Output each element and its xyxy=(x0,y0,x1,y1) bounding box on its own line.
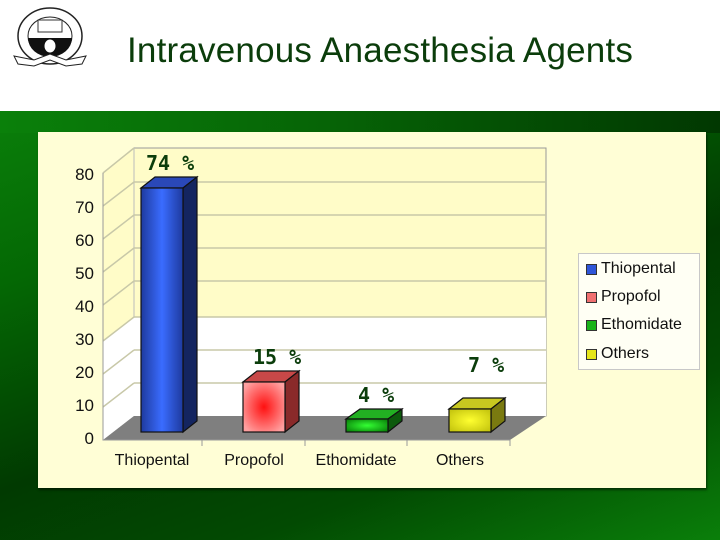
legend-swatch-red-icon xyxy=(586,291,597,303)
bar-ethomidate[interactable] xyxy=(344,407,404,434)
chart-legend: Thiopental Propofol Ethomidate Others xyxy=(578,253,700,370)
x-label-ethomidate: Ethomidate xyxy=(316,452,397,469)
legend-item-others[interactable]: Others xyxy=(586,344,649,364)
data-label-ethomidate: 4 % xyxy=(358,383,394,407)
legend-label: Others xyxy=(601,345,650,362)
x-label-thiopental: Thiopental xyxy=(115,452,190,469)
slide-frame-top-band xyxy=(0,111,720,133)
x-axis xyxy=(201,440,511,446)
data-label-propofol: 15 % xyxy=(253,345,301,369)
legend-swatch-blue-icon xyxy=(586,263,597,275)
legend-swatch-green-icon xyxy=(586,319,597,331)
x-label-others: Others xyxy=(436,452,484,469)
svg-text:10: 10 xyxy=(75,396,94,415)
svg-text:60: 60 xyxy=(75,231,94,250)
svg-text:20: 20 xyxy=(75,363,94,382)
legend-label: Ethomidate xyxy=(601,316,682,333)
svg-text:0: 0 xyxy=(85,429,94,448)
slide-title: Intravenous Anaesthesia Agents xyxy=(127,31,634,70)
x-label-propofol: Propofol xyxy=(224,452,284,469)
svg-text:50: 50 xyxy=(75,264,94,283)
data-label-thiopental: 74 % xyxy=(146,151,194,175)
bar-others[interactable] xyxy=(447,396,507,434)
legend-item-propofol[interactable]: Propofol xyxy=(586,287,661,307)
svg-text:30: 30 xyxy=(75,330,94,349)
slide-header: Intravenous Anaesthesia Agents xyxy=(0,0,720,111)
bar-thiopental[interactable] xyxy=(139,175,199,434)
data-labels: 74 % 15 % 4 % 7 % xyxy=(146,151,504,407)
svg-text:80: 80 xyxy=(75,165,94,184)
y-axis: 0 10 20 30 40 50 60 70 80 xyxy=(75,165,94,448)
bar-propofol[interactable] xyxy=(241,369,301,434)
legend-label: Propofol xyxy=(601,288,661,305)
gridlines xyxy=(102,147,546,408)
svg-text:40: 40 xyxy=(75,297,94,316)
legend-item-thiopental[interactable]: Thiopental xyxy=(586,259,676,279)
svg-text:70: 70 xyxy=(75,198,94,217)
data-label-others: 7 % xyxy=(468,353,504,377)
legend-label: Thiopental xyxy=(601,260,676,277)
chart-floor xyxy=(103,416,546,440)
legend-swatch-yellow-icon xyxy=(586,348,597,360)
institution-seal-logo xyxy=(13,7,87,67)
legend-item-ethomidate[interactable]: Ethomidate xyxy=(586,315,682,335)
